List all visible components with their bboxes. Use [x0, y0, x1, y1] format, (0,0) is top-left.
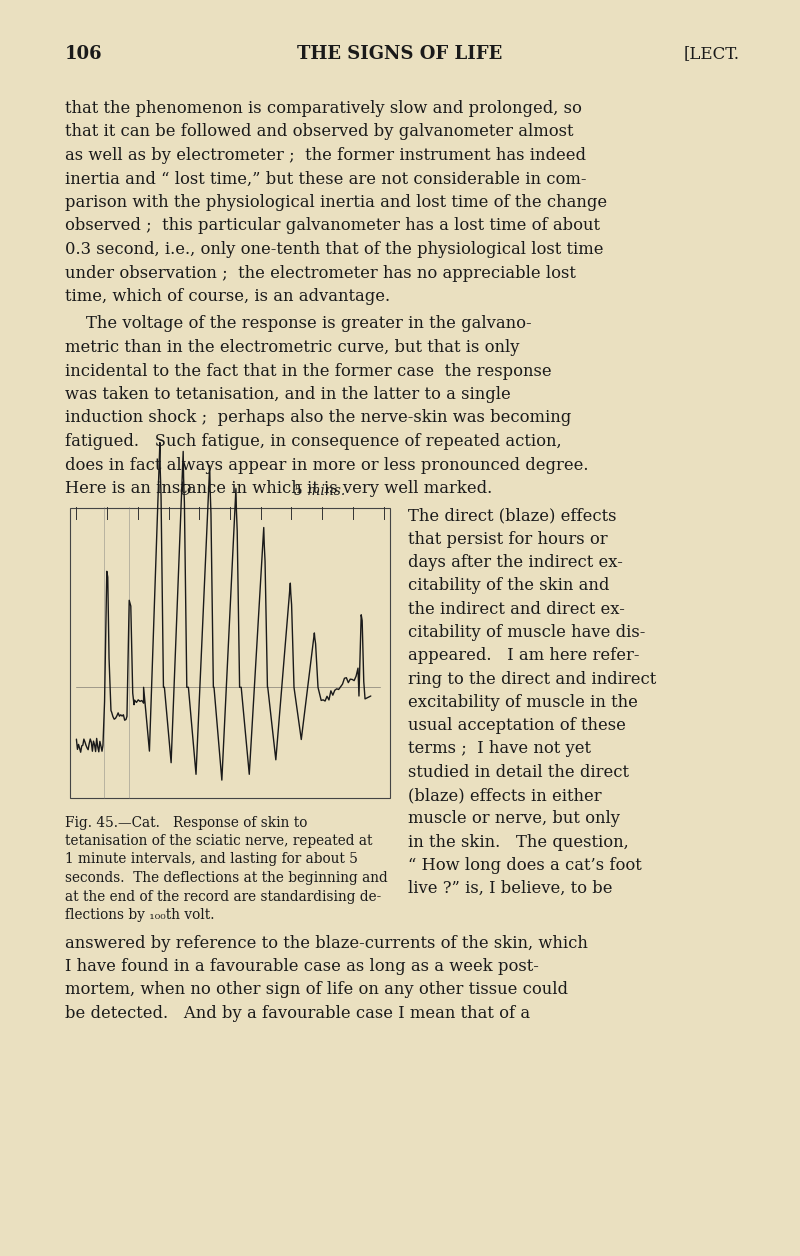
Text: terms ;  I have not yet: terms ; I have not yet — [408, 741, 591, 757]
Text: O: O — [179, 485, 191, 499]
Text: in the skin.   The question,: in the skin. The question, — [408, 834, 629, 850]
Text: be detected.   And by a favourable case I mean that of a: be detected. And by a favourable case I … — [65, 1005, 530, 1022]
Text: 1 minute intervals, and lasting for about 5: 1 minute intervals, and lasting for abou… — [65, 853, 358, 867]
Text: answered by reference to the blaze-currents of the skin, which: answered by reference to the blaze-curre… — [65, 934, 588, 952]
Text: does in fact always appear in more or less pronounced degree.: does in fact always appear in more or le… — [65, 456, 589, 474]
Text: [LECT.: [LECT. — [684, 45, 740, 62]
Text: the indirect and direct ex-: the indirect and direct ex- — [408, 600, 625, 618]
Text: flections by ₁₀₀th volt.: flections by ₁₀₀th volt. — [65, 908, 214, 922]
Text: citability of muscle have dis-: citability of muscle have dis- — [408, 624, 646, 641]
Text: incidental to the fact that in the former case  the response: incidental to the fact that in the forme… — [65, 363, 552, 379]
Text: ring to the direct and indirect: ring to the direct and indirect — [408, 671, 656, 687]
Text: as well as by electrometer ;  the former instrument has indeed: as well as by electrometer ; the former … — [65, 147, 586, 165]
Text: appeared.   I am here refer-: appeared. I am here refer- — [408, 647, 639, 664]
Text: at the end of the record are standardising de-: at the end of the record are standardisi… — [65, 889, 382, 903]
Text: observed ;  this particular galvanometer has a lost time of about: observed ; this particular galvanometer … — [65, 217, 600, 235]
Text: parison with the physiological inertia and lost time of the change: parison with the physiological inertia a… — [65, 193, 607, 211]
Text: tetanisation of the sciatic nerve, repeated at: tetanisation of the sciatic nerve, repea… — [65, 834, 373, 848]
Text: metric than in the electrometric curve, but that is only: metric than in the electrometric curve, … — [65, 339, 519, 355]
Text: 106: 106 — [65, 45, 102, 63]
Text: that it can be followed and observed by galvanometer almost: that it can be followed and observed by … — [65, 123, 574, 141]
Text: The voltage of the response is greater in the galvano-: The voltage of the response is greater i… — [65, 315, 532, 333]
Text: mortem, when no other sign of life on any other tissue could: mortem, when no other sign of life on an… — [65, 981, 568, 999]
Text: studied in detail the direct: studied in detail the direct — [408, 764, 629, 781]
Text: Here is an instance in which it is very well marked.: Here is an instance in which it is very … — [65, 480, 492, 497]
Text: induction shock ;  perhaps also the nerve-skin was becoming: induction shock ; perhaps also the nerve… — [65, 409, 571, 427]
Text: “ How long does a cat’s foot: “ How long does a cat’s foot — [408, 857, 642, 874]
Text: excitability of muscle in the: excitability of muscle in the — [408, 693, 638, 711]
Text: usual acceptation of these: usual acceptation of these — [408, 717, 626, 735]
Bar — [70, 507, 390, 798]
Text: days after the indirect ex-: days after the indirect ex- — [408, 554, 623, 571]
Text: that persist for hours or: that persist for hours or — [408, 531, 608, 548]
Text: 0.3 second, i.e., only one-tenth that of the physiological lost time: 0.3 second, i.e., only one-tenth that of… — [65, 241, 603, 257]
Text: that the phenomenon is comparatively slow and prolonged, so: that the phenomenon is comparatively slo… — [65, 100, 582, 117]
Text: muscle or nerve, but only: muscle or nerve, but only — [408, 810, 620, 828]
Text: (blaze) effects in either: (blaze) effects in either — [408, 788, 602, 804]
Text: I have found in a favourable case as long as a week post-: I have found in a favourable case as lon… — [65, 958, 539, 975]
Text: Fig. 45.—Cat.   Response of skin to: Fig. 45.—Cat. Response of skin to — [65, 815, 307, 829]
Text: THE SIGNS OF LIFE: THE SIGNS OF LIFE — [298, 45, 502, 63]
Text: time, which of course, is an advantage.: time, which of course, is an advantage. — [65, 288, 390, 305]
Text: seconds.  The deflections at the beginning and: seconds. The deflections at the beginnin… — [65, 870, 388, 885]
Text: 5 mins.: 5 mins. — [294, 485, 346, 499]
Text: The direct (blaze) effects: The direct (blaze) effects — [408, 507, 617, 525]
Text: was taken to tetanisation, and in the latter to a single: was taken to tetanisation, and in the la… — [65, 386, 510, 403]
Text: live ?” is, I believe, to be: live ?” is, I believe, to be — [408, 880, 613, 897]
Text: fatigued.   Such fatigue, in consequence of repeated action,: fatigued. Such fatigue, in consequence o… — [65, 433, 562, 450]
Text: inertia and “ lost time,” but these are not considerable in com-: inertia and “ lost time,” but these are … — [65, 171, 586, 187]
Text: citability of the skin and: citability of the skin and — [408, 578, 610, 594]
Text: under observation ;  the electrometer has no appreciable lost: under observation ; the electrometer has… — [65, 265, 576, 281]
